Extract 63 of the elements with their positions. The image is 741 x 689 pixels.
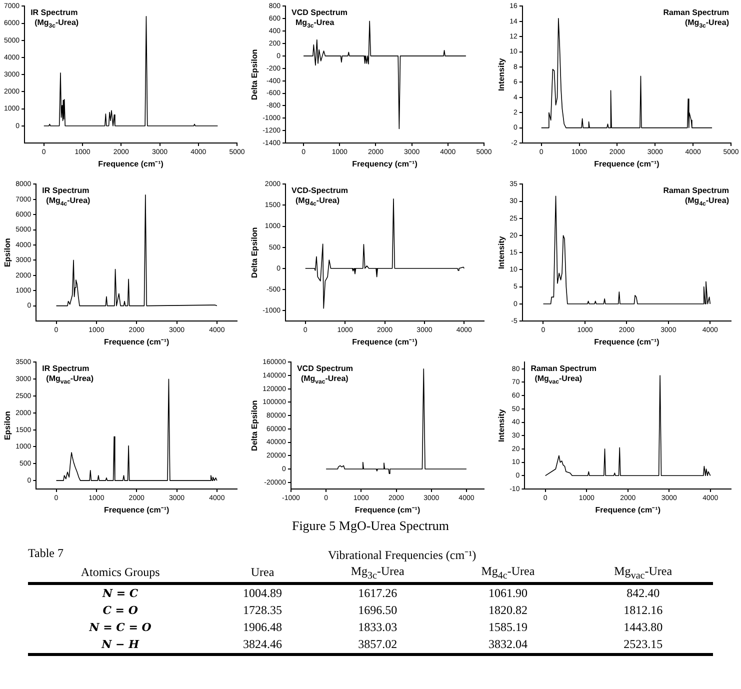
text: 1728.35	[243, 603, 282, 618]
chart-title: IR Spectrum	[30, 8, 78, 18]
chart-title: VCD-Spectrum	[292, 186, 348, 196]
x-axis-title: Frequence (cm⁻¹)	[352, 337, 418, 346]
text: 1443.80	[624, 620, 663, 634]
y-axis-title: Delta Epsilon	[250, 400, 260, 451]
text: Vibrational Frequencies (cm⁻¹)	[328, 547, 476, 563]
y-axis-title: Intensity	[497, 236, 506, 270]
y-axis-title: Intensity	[497, 58, 506, 92]
y-axis-title: Delta Epsilon	[250, 227, 260, 278]
text: 1061.90	[488, 586, 528, 600]
y-axis-title: Epsilon	[3, 411, 12, 440]
chart-title: IR Spectrum	[42, 186, 90, 196]
x-axis-title: Frequence (cm⁻¹)	[104, 505, 170, 514]
text: Mg$_{3c}$-Urea	[294, 18, 334, 30]
text: 3857.02	[358, 637, 398, 652]
category-label: Atomics Groups	[80, 564, 161, 582]
text: 2523.15	[624, 637, 663, 652]
text: (Mg$_{vac}$-Urea)	[534, 374, 582, 386]
chart-title: Raman Spectrum	[663, 186, 729, 196]
category-label: N − H	[102, 638, 139, 652]
text: 842.40	[626, 586, 660, 600]
text: 1906.48	[243, 620, 282, 634]
text: (Mg$_{4c}$-Urea)	[294, 196, 340, 208]
text: (Mg$_{3c}$-Urea)	[34, 18, 79, 30]
category-label: Urea	[250, 564, 276, 582]
text: 1585.19	[488, 620, 528, 634]
x-axis-title: Frequence (cm⁻¹)	[594, 337, 660, 346]
y-axis-title: Intensity	[497, 408, 506, 442]
text: Table 7	[28, 546, 64, 562]
category-label: C = O	[102, 604, 138, 618]
text: (Mg$_{3c}$-Urea)	[684, 18, 729, 30]
chart-title: Raman Spectrum	[530, 364, 596, 374]
caption: Figure 5 MgO-Urea Spectrum	[290, 518, 450, 534]
text: 1004.89	[243, 586, 282, 600]
y-axis-title: Epsilon	[3, 238, 12, 268]
x-axis-title: Frequence (cm⁻¹)	[594, 159, 660, 168]
text: 1696.50	[358, 603, 398, 618]
text: 3824.46	[243, 637, 282, 652]
category-label: Mg$_{4c}$-Urea	[480, 563, 536, 584]
text: 1833.03	[358, 620, 398, 634]
text: (Mg$_{4c}$-Urea)	[684, 196, 729, 208]
chart-title: VCD Spectrum	[292, 8, 348, 18]
chart-title: Raman Spectrum	[663, 8, 729, 18]
x-axis-title: Frequence (cm⁻¹)	[595, 505, 661, 514]
text: 3832.04	[488, 637, 528, 652]
category-label: N = C	[102, 587, 138, 600]
category-label: N = C = O	[89, 621, 152, 634]
category-label: Mg$_{3c}$-Urea	[350, 563, 406, 584]
y-axis-title: Delta Epsilon	[250, 49, 260, 100]
x-axis-title: Frequence (cm⁻¹)	[98, 159, 164, 168]
chart-title: VCD Spectrum	[296, 364, 353, 374]
text: (Mg$_{4c}$-Urea)	[45, 196, 90, 208]
text: (Mg$_{vac}$-Urea)	[45, 374, 94, 386]
x-axis-title: Frequence (cm⁻¹)	[354, 505, 420, 514]
chart-title: IR Spectrum	[42, 364, 90, 374]
text: (Mg$_{vac}$-Urea)	[300, 374, 348, 386]
text: 1617.26	[358, 586, 398, 600]
text: 1812.16	[624, 603, 663, 618]
category-label: Mg$_{vac}$-Urea	[613, 563, 674, 584]
text: 1820.82	[488, 603, 528, 618]
x-axis-title: Frequence (cm⁻¹)	[104, 337, 170, 346]
x-axis-title: Frequency (cm⁻¹)	[352, 159, 418, 168]
